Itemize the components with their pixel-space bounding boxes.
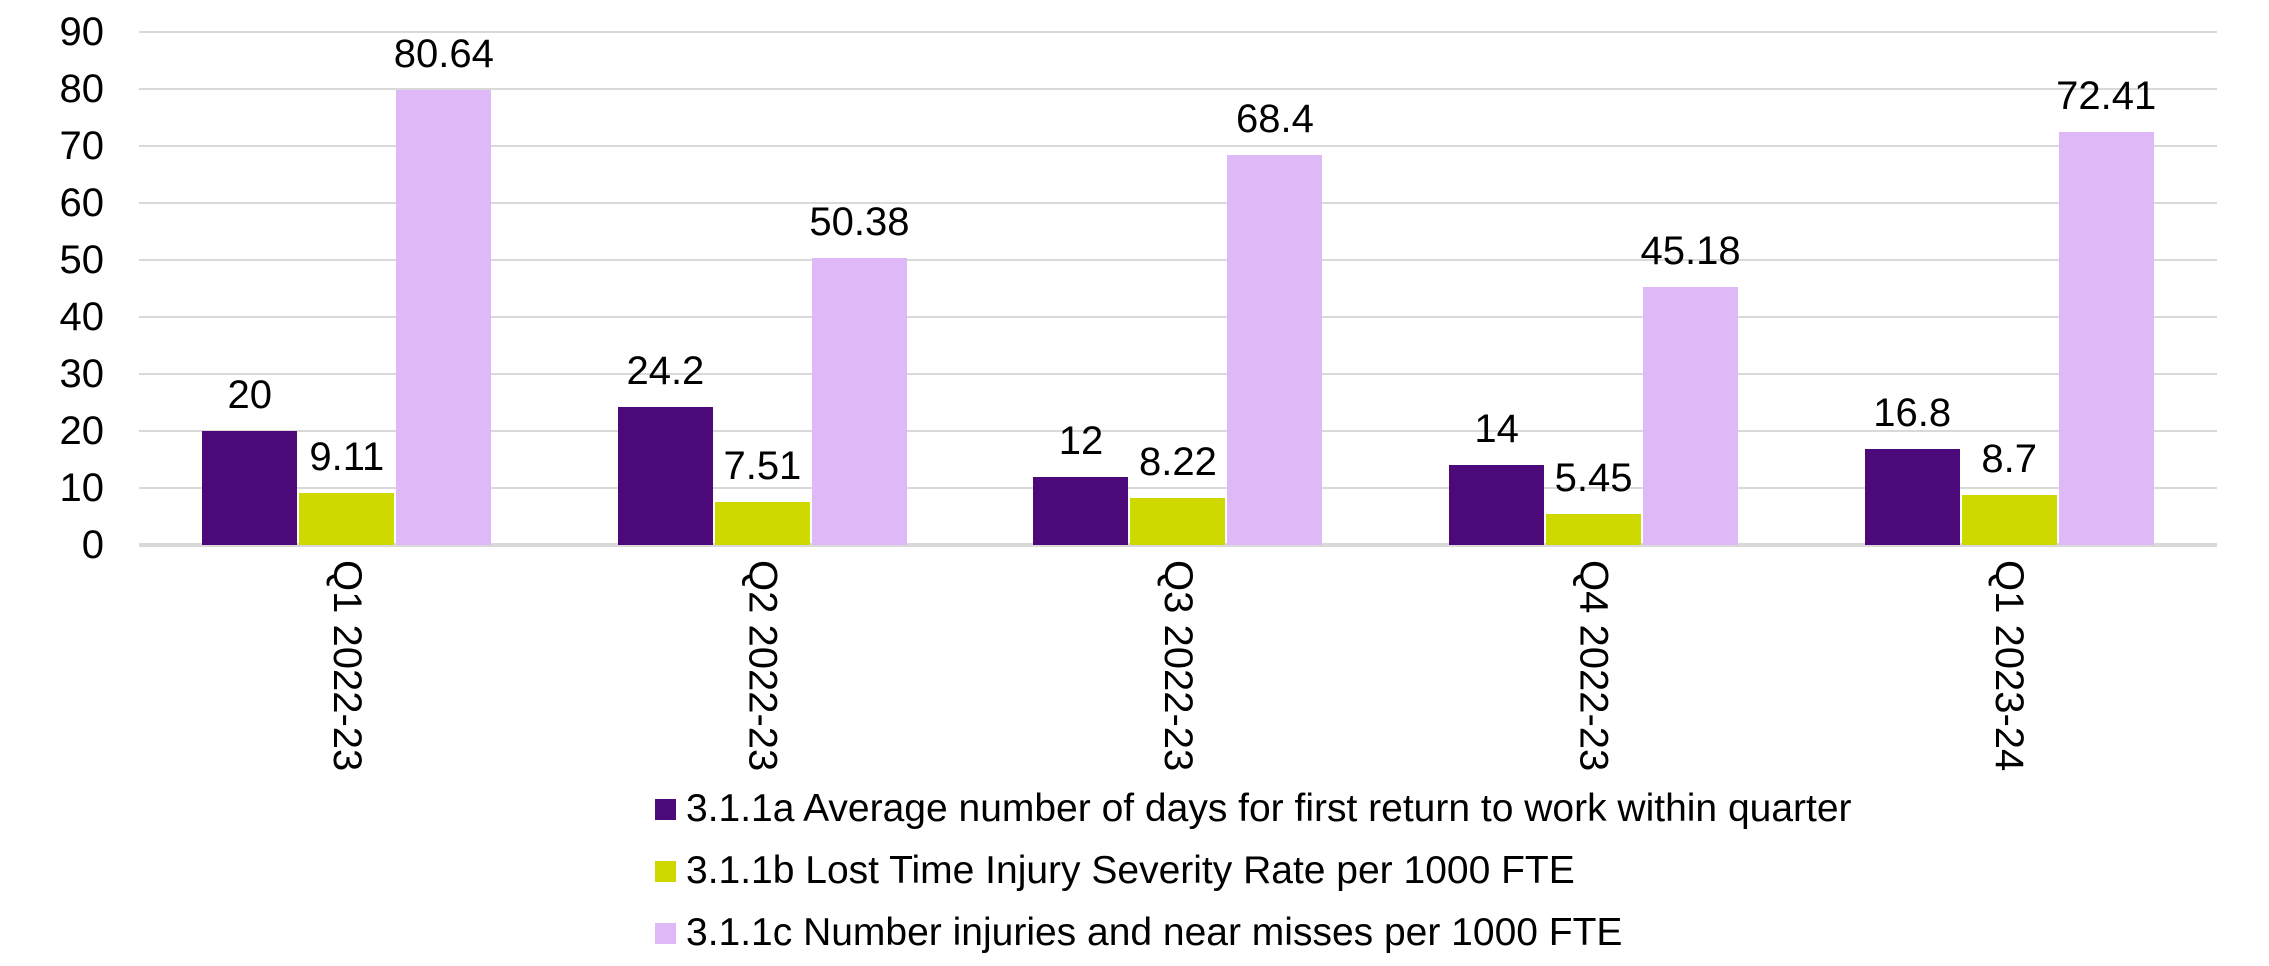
gridline [139,259,2217,261]
x-axis: Q1 2022-23 Q2 2022-23 Q3 2022-23 Q4 2022-23… [139,560,2217,810]
bar-value-label: 80.64 [393,32,494,76]
bar-3-1-1a-q3-2022-23 [1033,476,1129,545]
y-tick-label: 20 [59,409,105,453]
bar-column: 45.18 [1640,32,1741,545]
y-tick-label: 90 [59,10,105,54]
x-label-cell: Q3 2022-23 [1033,560,1322,810]
bar-group-q1-2022-23: 20 9.11 80.64 [202,32,494,545]
gridline [139,31,2217,33]
gridline [139,430,2217,432]
bar-groups: 20 9.11 80.64 24.2 7.51 50.38 12 8.22 68.4 14 5.45… [139,32,2217,545]
bar-value-label: 5.45 [1554,455,1633,500]
legend: 3.1.1a Average number of days for first … [655,788,1852,966]
y-tick-label: 30 [59,352,105,396]
bar-3-1-1b-q3-2022-23 [1130,498,1226,545]
y-tick-label: 50 [59,238,105,282]
y-tick-label: 10 [59,466,105,510]
bar-3-1-1a-q1-2023-24 [1864,449,1960,545]
gridline [139,316,2217,318]
bar-value-label: 45.18 [1640,229,1741,274]
bar-3-1-1c-q3-2022-23 [1227,155,1323,545]
y-tick-label: 40 [59,295,105,339]
bar-3-1-1c-q2-2022-23 [811,257,907,545]
bar-column: 12 [1033,32,1129,545]
bar-column: 8.7 [1961,32,2057,545]
legend-item-3-1-1c: 3.1.1c Number injuries and near misses p… [655,912,1852,954]
bar-column: 20 [202,32,298,545]
y-tick-label: 80 [59,67,105,111]
bar-column: 50.38 [809,32,910,545]
plot-area: 20 9.11 80.64 24.2 7.51 50.38 12 8.22 68.4 14 5.45… [139,31,2217,547]
y-tick-label: 70 [59,124,105,168]
bar-column: 7.51 [714,32,810,545]
bar-value-label: 9.11 [309,435,385,480]
bar-3-1-1b-q2-2022-23 [714,502,810,545]
y-axis: 0 10 20 30 40 50 60 70 80 90 [0,0,105,966]
legend-label: 3.1.1c Number injuries and near misses p… [686,911,1623,954]
gridline [139,373,2217,375]
legend-item-3-1-1b: 3.1.1b Lost Time Injury Severity Rate pe… [655,850,1852,892]
legend-label: 3.1.1a Average number of days for first … [686,787,1852,830]
x-axis-label: Q2 2022-23 [740,560,785,772]
bar-value-label: 8.7 [1981,437,2037,482]
bar-column: 72.41 [2056,32,2157,545]
bar-column: 68.4 [1227,32,1323,545]
bar-value-label: 24.2 [626,349,705,394]
gridline [139,202,2217,204]
bar-column: 24.2 [617,32,713,545]
x-axis-label: Q1 2023-24 [1987,560,2032,772]
bar-value-label: 14 [1474,407,1519,452]
bar-column: 9.11 [299,32,395,545]
legend-color-swatch [655,860,676,882]
bar-3-1-1c-q1-2022-23 [396,90,492,545]
bar-value-label: 68.4 [1236,97,1314,142]
bar-3-1-1c-q4-2022-23 [1643,287,1739,545]
x-label-cell: Q2 2022-23 [618,560,907,810]
bar-3-1-1a-q4-2022-23 [1449,465,1545,545]
x-axis-label: Q1 2022-23 [324,560,369,772]
bar-group-q2-2022-23: 24.2 7.51 50.38 [617,32,910,545]
bar-column: 16.8 [1864,32,1960,545]
bar-3-1-1b-q4-2022-23 [1546,513,1642,545]
bar-group-q4-2022-23: 14 5.45 45.18 [1449,32,1741,545]
x-label-cell: Q1 2022-23 [202,560,491,810]
bar-3-1-1b-q1-2022-23 [299,493,395,545]
bar-value-label: 8.22 [1139,440,1217,485]
bar-value-label: 12 [1058,418,1104,463]
bar-group-q3-2022-23: 12 8.22 68.4 [1033,32,1323,545]
bar-value-label: 72.41 [2056,74,2157,119]
bar-value-label: 16.8 [1873,391,1952,436]
bar-value-label: 50.38 [809,199,910,244]
x-axis-label: Q3 2022-23 [1155,560,1200,772]
bar-column: 8.22 [1130,32,1226,545]
legend-item-3-1-1a: 3.1.1a Average number of days for first … [655,788,1852,830]
gridline [139,487,2217,489]
gridline [139,88,2217,90]
x-axis-line [139,543,2217,547]
gridline [139,145,2217,147]
bar-group-q1-2023-24: 16.8 8.7 72.41 [1864,32,2157,545]
y-tick-label: 0 [81,523,104,567]
legend-color-swatch [655,798,676,820]
x-label-cell: Q1 2023-24 [1865,560,2154,810]
bar-3-1-1a-q1-2022-23 [202,431,298,545]
bar-value-label: 20 [227,373,273,417]
bar-column: 80.64 [393,32,494,545]
bar-3-1-1b-q1-2023-24 [1961,495,2057,545]
bar-3-1-1c-q1-2023-24 [2058,132,2154,545]
bar-column: 5.45 [1546,32,1642,545]
y-tick-label: 60 [59,181,105,225]
bar-column: 14 [1449,32,1545,545]
x-label-cell: Q4 2022-23 [1449,560,1738,810]
bar-value-label: 7.51 [723,444,802,489]
x-axis-label: Q4 2022-23 [1571,560,1616,772]
legend-color-swatch [655,922,676,944]
bar-3-1-1a-q2-2022-23 [617,407,713,545]
legend-label: 3.1.1b Lost Time Injury Severity Rate pe… [686,849,1575,892]
